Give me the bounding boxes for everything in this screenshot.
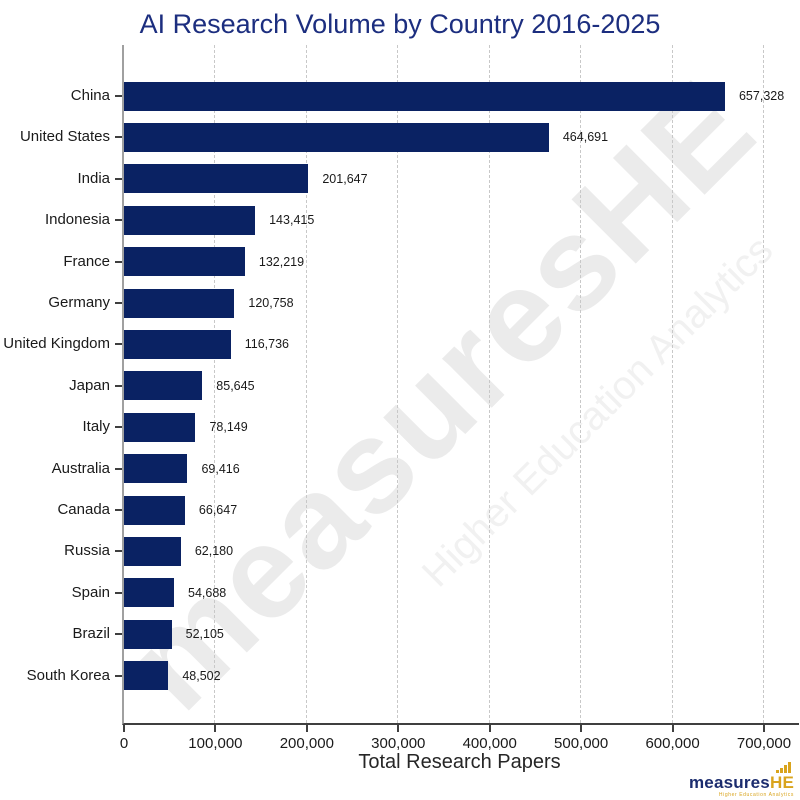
bar-value-label: 132,219 (258, 254, 305, 269)
country-label: Brazil (72, 625, 110, 643)
plot-area: 0 100,000 200,000 300,000 400,000 500,000 600,… (115, 45, 799, 752)
y-axis-labels: China United States India Indonesia France Ge… (0, 45, 110, 723)
country-label: China (70, 87, 110, 104)
bar (124, 247, 245, 277)
x-axis-tick (305, 725, 308, 732)
x-axis-tick-label: 100,000 (188, 735, 243, 752)
bar (124, 205, 256, 235)
bar-value-label: 464,691 (562, 130, 609, 145)
x-axis-title: Total Research Papers (358, 751, 561, 773)
x-axis-tick-label: 300,000 (371, 735, 426, 752)
y-axis-tick (115, 384, 122, 387)
bar (124, 578, 174, 608)
country-label: India (77, 169, 110, 187)
country-label: Canada (57, 501, 110, 518)
bar (124, 288, 235, 318)
country-label: United States (19, 128, 110, 146)
gridline (397, 45, 399, 723)
y-axis-tick (115, 95, 122, 97)
bar-value-label: 120,758 (248, 296, 294, 310)
country-label: South Korea (26, 666, 110, 684)
bar-value-label: 69,416 (201, 461, 240, 476)
bar-value-label: 201,647 (322, 171, 368, 186)
y-axis-tick (115, 633, 122, 636)
bar-chart-icon (689, 762, 791, 773)
y-axis-tick (115, 302, 122, 304)
country-label: Australia (51, 459, 110, 477)
x-axis-tick (580, 725, 583, 732)
bar (124, 122, 549, 152)
y-axis-tick (115, 467, 122, 470)
x-axis-tick-label: 400,000 (462, 735, 517, 752)
bar (124, 619, 172, 649)
x-axis-tick-label: 700,000 (736, 735, 792, 752)
x-axis-tick-label: 0 (119, 735, 129, 752)
bar-value-label: 657,328 (738, 89, 785, 103)
bar-value-label: 48,502 (182, 668, 221, 683)
y-axis-tick (115, 219, 122, 222)
y-axis-tick (115, 426, 122, 429)
y-axis-tick (115, 177, 122, 180)
bar-value-label: 78,149 (209, 420, 248, 435)
logo-tagline: Higher Education Analytics (718, 792, 794, 798)
gridline (671, 45, 673, 723)
country-label: Spain (71, 583, 110, 601)
x-axis-tick-label: 600,000 (645, 735, 700, 752)
x-axis-tick (488, 725, 491, 732)
y-axis-tick (115, 260, 122, 263)
gridline (580, 45, 582, 723)
y-axis-tick (115, 591, 122, 594)
logo-word-he: HE (769, 773, 794, 792)
bar (124, 661, 169, 691)
bar (124, 164, 309, 194)
gridline (488, 45, 490, 723)
gridline (214, 45, 216, 723)
bar-value-label: 143,415 (269, 213, 315, 228)
logo-wordmark: measuresHE (689, 774, 794, 791)
x-axis-tick (763, 725, 765, 732)
y-axis-tick (115, 550, 122, 553)
x-axis-tick-label: 200,000 (279, 735, 334, 752)
bar-value-label: 54,688 (188, 585, 227, 600)
y-axis-tick (115, 136, 122, 139)
bar (124, 371, 203, 401)
x-axis-tick (123, 725, 125, 732)
x-axis-tick (397, 725, 400, 732)
x-axis-tick-label: 500,000 (554, 735, 609, 752)
x-axis-tick (671, 725, 674, 732)
bar (124, 536, 181, 566)
country-label: France (63, 252, 110, 270)
y-axis-tick (115, 343, 122, 346)
bar (124, 81, 725, 111)
gridline (305, 45, 307, 723)
bar-value-label: 116,736 (244, 337, 289, 352)
measureshe-logo: measuresHE Higher Education Analytics (689, 762, 794, 798)
x-axis-tick (214, 725, 217, 732)
bar-value-label: 85,645 (216, 378, 255, 393)
country-label: Italy (82, 418, 110, 436)
y-axis-tick (115, 509, 122, 511)
chart-title: AI Research Volume by Country 2016-2025 (139, 9, 661, 39)
bar (124, 412, 196, 442)
bar (124, 454, 188, 484)
gridline (763, 45, 764, 723)
country-label: United Kingdom (3, 335, 110, 353)
country-label: Japan (69, 376, 110, 394)
country-label: Russia (64, 542, 110, 560)
bar (124, 495, 185, 525)
bar-value-label: 52,105 (185, 627, 224, 642)
country-label: Germany (48, 294, 110, 311)
bar-value-label: 62,180 (194, 544, 234, 559)
bar (124, 329, 231, 359)
logo-word-measures: measures (688, 773, 770, 792)
country-label: Indonesia (44, 211, 110, 229)
bar-value-label: 66,647 (198, 503, 238, 517)
y-axis-tick (115, 674, 122, 677)
